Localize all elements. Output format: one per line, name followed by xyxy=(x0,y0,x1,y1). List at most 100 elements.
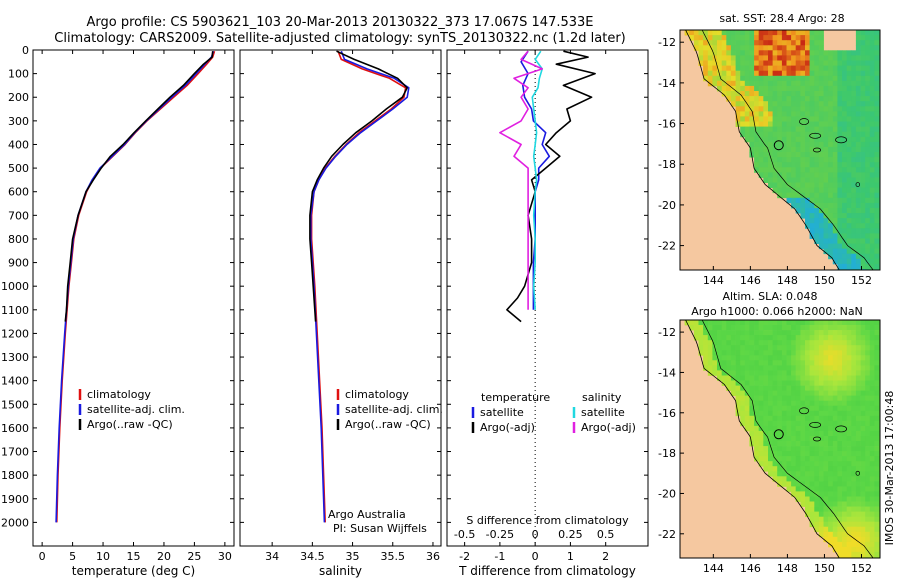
sst_map-cell xyxy=(855,157,861,163)
sla_map-cell xyxy=(855,551,861,558)
depth-tick-label: 900 xyxy=(8,257,29,270)
sst_map-cell xyxy=(823,65,829,72)
sla_map-cell xyxy=(703,365,709,371)
sla_map-cell xyxy=(809,405,815,412)
sla_map-ytick-label: -22 xyxy=(658,528,676,541)
sst_map-cell xyxy=(777,106,783,112)
sst_map-cell xyxy=(772,177,778,183)
sst_map-cell xyxy=(726,40,732,46)
sst_map-cell xyxy=(730,30,736,36)
sla_map-cell xyxy=(855,466,861,472)
sst_map-cell xyxy=(846,157,852,163)
sst_map-cell xyxy=(869,35,875,41)
sla_map-cell xyxy=(874,370,880,376)
sla_map-cell xyxy=(795,360,801,366)
sst_map-cell xyxy=(818,202,824,209)
sla_map-cell xyxy=(786,375,792,381)
sla_map-cell xyxy=(805,380,810,386)
sla_map-cell xyxy=(758,375,764,381)
sst_map-cell xyxy=(707,70,713,77)
sst_map-cell xyxy=(800,172,806,178)
sst_map-cell xyxy=(809,111,815,117)
sst_map-cell xyxy=(828,126,834,133)
sla_map-cell xyxy=(772,330,778,336)
temperature-xtick-label: 0 xyxy=(39,550,46,563)
sst_map-cell xyxy=(809,85,815,92)
sla_map-cell xyxy=(740,365,746,371)
sst_map-cell xyxy=(786,141,792,148)
sst_map-cell xyxy=(846,55,852,61)
sst_map-cell xyxy=(818,172,824,178)
sst_map-cell xyxy=(874,60,880,66)
sst_map-cell xyxy=(814,111,820,117)
sst_map-cell xyxy=(763,106,769,112)
sla_map-cell xyxy=(726,330,732,336)
differences-axes-frame xyxy=(446,49,649,547)
sst_map-cell xyxy=(758,126,764,133)
sst_map-cell xyxy=(837,85,843,92)
sst_map-cell xyxy=(749,50,755,56)
sla_map-cell xyxy=(730,360,736,366)
sla_map-cell xyxy=(809,335,815,341)
sla_map-cell xyxy=(772,390,778,396)
sst_map-cell xyxy=(832,96,838,102)
depth-tick-label: 1800 xyxy=(1,469,29,482)
sla_map-cell xyxy=(777,405,783,412)
sst_map-cell xyxy=(869,233,875,239)
sla_map-cell xyxy=(874,345,880,351)
sla_map-cell xyxy=(865,380,871,386)
sst_map-cell xyxy=(865,91,871,97)
sla_map-cell xyxy=(805,496,810,502)
sla_map-cell xyxy=(754,436,760,442)
sst_map-cell xyxy=(768,96,773,102)
sla_map-cell xyxy=(855,345,861,351)
sst_map-cell xyxy=(744,50,750,56)
sst_map-cell xyxy=(795,80,801,87)
sla_map-cell xyxy=(828,436,834,442)
sst_map-cell xyxy=(712,65,718,72)
sla_map-cell xyxy=(777,370,783,376)
sla_map-cell xyxy=(865,360,871,366)
sla_map-cell xyxy=(823,405,829,412)
sla_map-cell xyxy=(865,436,871,442)
sst_map-cell xyxy=(777,126,783,133)
sst_map-cell xyxy=(717,35,722,41)
sst_map-cell xyxy=(842,75,847,82)
sla_map-cell xyxy=(869,546,875,553)
sla_map-cell xyxy=(800,425,806,432)
sst_map-cell xyxy=(855,65,861,72)
sst_map-cell xyxy=(837,172,843,178)
sla_map-cell xyxy=(791,441,797,447)
sst_map-cell xyxy=(791,157,797,163)
sst_map-cell xyxy=(846,106,852,112)
sla_map-cell xyxy=(869,436,875,442)
sst_map-cell xyxy=(777,187,783,194)
sst_map-cell xyxy=(818,177,824,183)
sla_map-cell xyxy=(791,466,797,472)
sla_map-cell xyxy=(772,395,778,401)
sla_map-cell xyxy=(754,380,760,386)
sst_map-cell xyxy=(814,146,820,153)
sla_map-cell xyxy=(851,360,857,366)
sla_map-cell xyxy=(860,436,866,442)
sst_map-cell xyxy=(874,121,880,127)
sla_map-cell xyxy=(837,360,843,366)
sst_map-cell xyxy=(763,126,769,133)
sla_map-cell xyxy=(860,335,866,341)
sla_map-cell xyxy=(865,506,871,512)
sla_map-cell xyxy=(818,461,824,467)
sla_map-cell xyxy=(749,400,755,407)
sla_map-cell xyxy=(749,360,755,366)
sst_map-cell xyxy=(860,85,866,92)
sst_map-cell xyxy=(740,45,746,51)
sla_map-cell xyxy=(744,405,750,412)
sla_map-cell xyxy=(869,476,875,482)
sla_map-cell xyxy=(832,451,838,457)
sst_map-cell xyxy=(726,50,732,56)
sla_map-cell xyxy=(855,400,861,407)
sst_map-cell xyxy=(846,136,852,143)
sst_map-cell xyxy=(874,177,880,183)
sla_map-cell xyxy=(717,325,722,331)
sla_map-cell xyxy=(869,461,875,467)
sst_map-cell xyxy=(846,126,852,133)
